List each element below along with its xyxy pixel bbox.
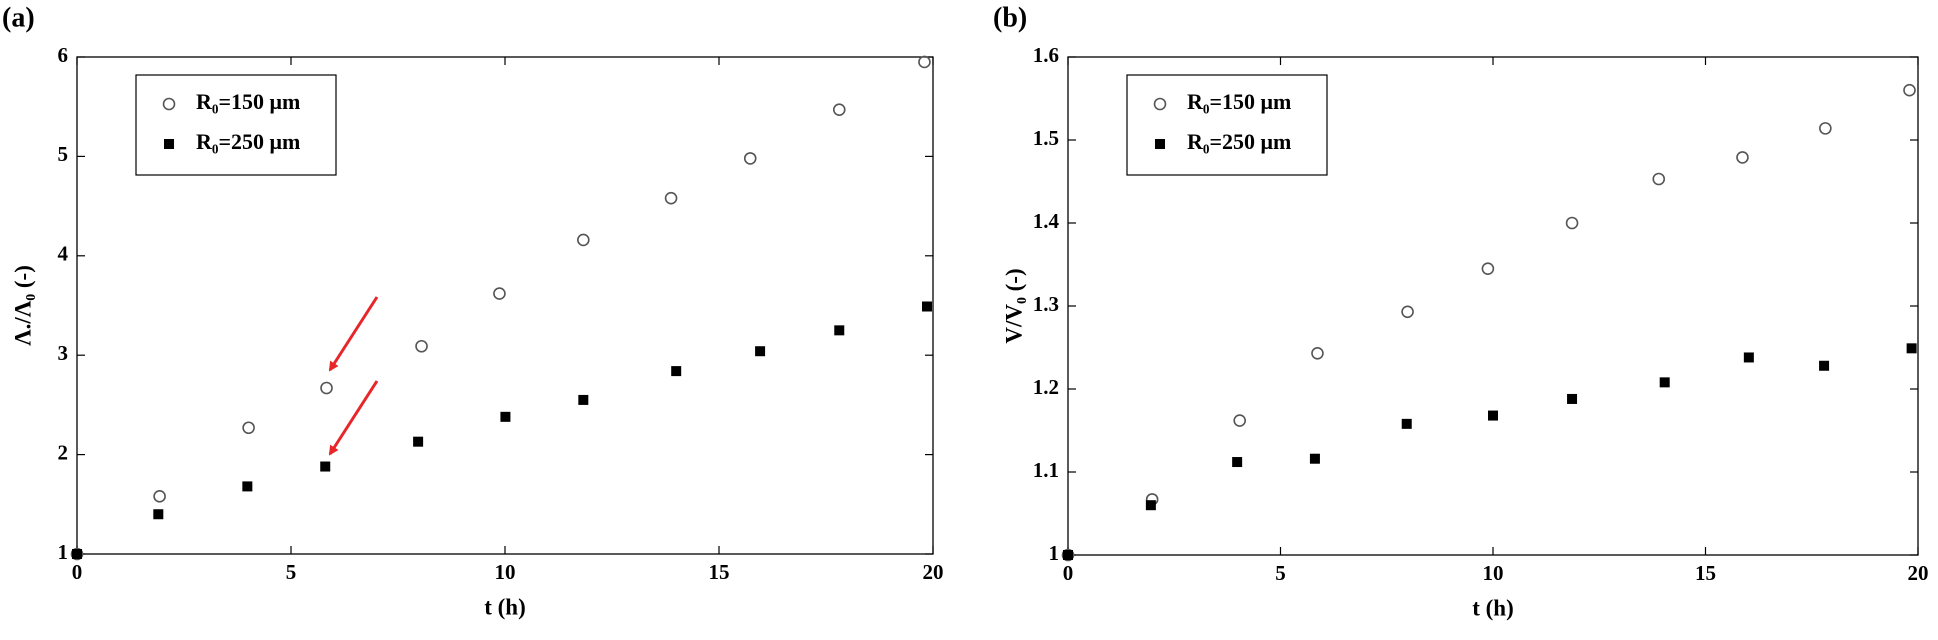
x-tick-label: 15: [709, 560, 730, 584]
point: [1232, 457, 1243, 468]
point: [834, 325, 845, 336]
point: [1233, 414, 1246, 427]
legend-label: R₀=250 μm: [196, 129, 300, 154]
y-tick-label: 1.4: [1033, 209, 1060, 233]
point: [1736, 151, 1749, 164]
point: [1567, 393, 1578, 404]
legend-box: [135, 74, 337, 176]
annotation-arrow: [328, 296, 379, 372]
point: [320, 381, 333, 395]
panel-label: (a): [2, 2, 35, 33]
point: [1481, 262, 1495, 275]
point: [1819, 122, 1832, 135]
panel: (a) 0 5 10 15 20 1 2 3 4 5 6 t (h) Λ./Λ₀ (-) R₀=150 μm…: [2, 2, 944, 619]
point: [1565, 216, 1579, 230]
point: [577, 233, 590, 247]
point: [500, 411, 511, 422]
point: [1311, 347, 1324, 360]
point: [164, 139, 174, 149]
y-tick-label: 1.3: [1033, 292, 1059, 316]
point: [1906, 343, 1917, 354]
point: [1488, 410, 1498, 421]
point: [242, 481, 253, 492]
point: [755, 346, 766, 357]
point: [1155, 139, 1165, 149]
x-tick-label: 0: [1063, 561, 1074, 585]
x-tick-label: 5: [286, 560, 297, 584]
y-tick-label: 2: [58, 440, 69, 464]
y-tick-label: 1.2: [1033, 375, 1059, 399]
point: [153, 490, 166, 503]
point: [922, 301, 933, 312]
y-tick-label: 1.5: [1033, 126, 1059, 150]
point: [1061, 548, 1075, 562]
y-tick-label: 6: [58, 43, 69, 67]
y-tick-label: 1: [58, 540, 69, 564]
point: [578, 394, 589, 405]
legend-box: [1126, 74, 1328, 176]
point: [1063, 550, 1073, 560]
point: [1309, 453, 1320, 464]
y-tick-label: 1.6: [1033, 43, 1059, 67]
panel: (b) 0 5 10 15 20 1 1.1 1.2 1.3 1.4 1.5 1.6 t (h) V/V₀ …: [993, 2, 1929, 620]
point: [1819, 360, 1830, 371]
x-tick-label: 5: [1275, 561, 1286, 585]
y-tick-label: 3: [58, 341, 69, 365]
point: [242, 421, 255, 435]
point: [918, 55, 931, 69]
y-axis-label: Λ./Λ₀ (-): [10, 265, 35, 346]
point: [153, 509, 164, 520]
legend-label: R₀=150 μm: [196, 89, 300, 114]
y-tick-label: 1.1: [1033, 458, 1059, 482]
point: [415, 339, 428, 353]
point: [832, 103, 846, 116]
x-tick-label: 0: [72, 560, 83, 584]
point: [1401, 305, 1414, 319]
point: [743, 152, 757, 165]
x-tick-label: 10: [495, 560, 516, 584]
point: [1401, 418, 1412, 429]
x-axis-label: t (h): [484, 594, 526, 619]
point: [1652, 172, 1666, 186]
panel-label: (b): [993, 2, 1027, 33]
point: [162, 97, 176, 111]
point: [70, 547, 84, 561]
point: [1145, 500, 1156, 511]
y-tick-label: 1: [1049, 541, 1060, 565]
point: [1153, 97, 1167, 111]
y-tick-label: 4: [58, 242, 69, 266]
annotation-arrow: [328, 380, 379, 456]
point: [1743, 352, 1754, 363]
x-axis-label: t (h): [1472, 595, 1514, 620]
point: [664, 191, 678, 205]
y-tick-label: 5: [58, 142, 69, 166]
x-tick-label: 20: [1908, 561, 1929, 585]
x-tick-label: 15: [1695, 561, 1716, 585]
legend-label: R₀=150 μm: [1187, 89, 1291, 114]
point: [72, 549, 82, 559]
point: [493, 287, 506, 300]
x-tick-label: 20: [923, 560, 944, 584]
y-axis-label: V/V₀ (-): [1001, 268, 1026, 343]
point: [1903, 83, 1916, 97]
x-tick-label: 10: [1483, 561, 1504, 585]
point: [1659, 377, 1670, 388]
point: [320, 461, 331, 472]
point: [413, 436, 424, 447]
legend-label: R₀=250 μm: [1187, 129, 1291, 154]
point: [671, 366, 682, 377]
